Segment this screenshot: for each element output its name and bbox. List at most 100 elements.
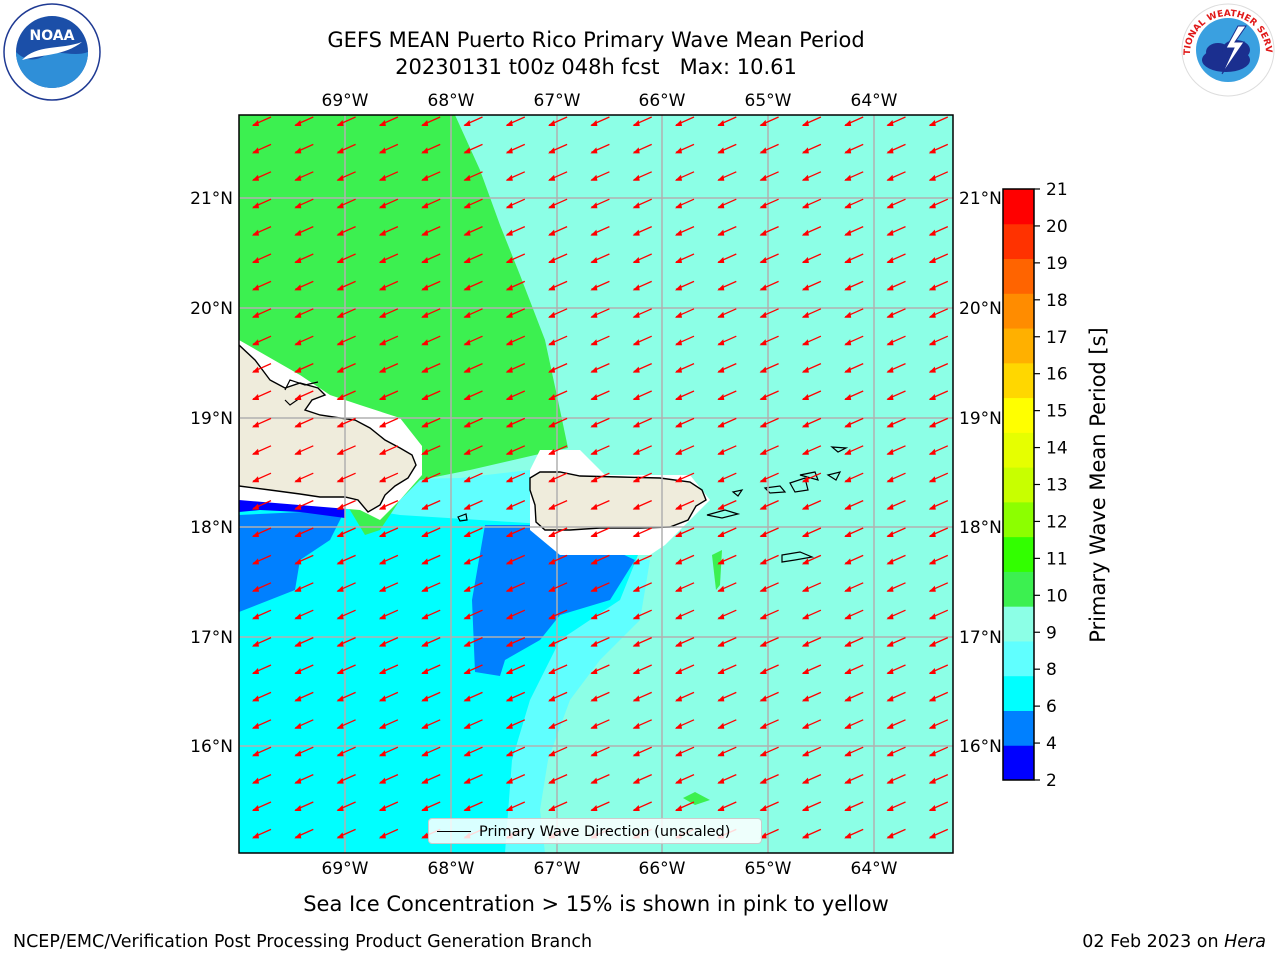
wave-arrow-head <box>759 202 767 209</box>
wave-arrow-head <box>759 695 767 702</box>
wave-arrow-head <box>294 339 302 346</box>
wave-arrow-head <box>844 668 852 674</box>
wave-arrow-head <box>252 394 259 400</box>
wave-arrow-head <box>632 284 640 291</box>
wave-arrow-head <box>886 394 894 400</box>
wave-arrow-head <box>421 284 429 291</box>
lat-label: 16°N <box>959 737 1002 757</box>
wave-arrow-head <box>548 531 556 537</box>
wave-arrow-head <box>463 311 471 318</box>
wave-arrow-head <box>844 695 852 702</box>
wave-arrow-head <box>548 448 556 455</box>
wave-arrow-head <box>590 202 598 209</box>
wave-arrow-head <box>844 339 852 346</box>
wave-arrow-head <box>463 202 471 209</box>
wave-arrow-head <box>886 229 894 236</box>
lon-label: 66°W <box>639 859 686 879</box>
wave-arrow-head <box>252 120 259 126</box>
wave-arrow-head <box>252 257 259 263</box>
wave-arrow-head <box>378 120 386 126</box>
wave-arrow-head <box>505 558 513 565</box>
wave-arrow-head <box>421 805 429 811</box>
wave-arrow-head <box>590 558 598 565</box>
wave-arrow-head <box>378 668 386 674</box>
wave-arrow-head <box>886 284 894 291</box>
wave-arrow-head <box>886 339 894 346</box>
wave-arrow-head <box>463 174 471 181</box>
wave-arrow-head <box>886 531 894 537</box>
wave-arrow-head <box>590 120 598 126</box>
map-grid <box>239 115 953 853</box>
lon-labels-top: 69°W 68°W 67°W 66°W 65°W 64°W <box>322 91 898 111</box>
wave-arrow-head <box>378 311 386 318</box>
wave-arrow-head <box>463 805 471 811</box>
wave-arrow-head <box>590 311 598 318</box>
wave-arrow-head <box>252 722 259 729</box>
lat-label: 16°N <box>190 737 233 757</box>
wave-arrow-head <box>717 805 725 811</box>
wave-arrow-head <box>801 284 809 291</box>
wave-arrow-head <box>886 311 894 318</box>
wave-arrow-head <box>675 421 682 428</box>
colorbar-segment <box>1003 675 1034 711</box>
colorbar-segment <box>1003 328 1034 364</box>
wave-arrow-head <box>675 147 682 154</box>
wave-arrow-head <box>252 174 259 181</box>
colorbar-tick-label: 6 <box>1046 697 1057 717</box>
wave-arrow-head <box>717 339 725 346</box>
wave-arrow-head <box>463 668 471 674</box>
wave-arrow-head <box>886 448 894 455</box>
wave-arrow-head <box>505 613 513 620</box>
wave-arrow-head <box>336 531 344 537</box>
wave-arrow-head <box>548 750 556 757</box>
wave-arrow-head <box>252 558 259 565</box>
wave-arrow-head <box>717 640 725 647</box>
wave-arrow-head <box>886 421 894 428</box>
wave-arrow-head <box>294 750 302 757</box>
wave-arrow-head <box>632 394 640 400</box>
wave-arrow-head <box>590 421 598 428</box>
wave-arrow-head <box>928 421 936 428</box>
wave-arrow-head <box>759 585 767 592</box>
wave-arrow-head <box>548 339 556 346</box>
wave-arrow-head <box>717 257 725 263</box>
wave-arrow-head <box>336 503 344 510</box>
lat-label: 19°N <box>190 409 233 429</box>
wave-arrow-head <box>928 202 936 209</box>
wave-arrow-head <box>886 722 894 729</box>
mona-island <box>457 513 468 522</box>
wave-arrow-head <box>886 750 894 757</box>
wave-arrow-head <box>717 284 725 291</box>
wave-arrow-head <box>928 147 936 154</box>
wave-arrow-head <box>252 832 259 839</box>
wave-arrow-head <box>801 832 809 839</box>
wave-arrow-head <box>336 120 344 126</box>
wave-arrow-head <box>717 366 725 373</box>
virgin-islands <box>763 446 849 494</box>
lat-label: 19°N <box>959 409 1002 429</box>
colorbar-tick-label: 10 <box>1046 586 1068 606</box>
wave-arrow-head <box>590 777 598 784</box>
wave-arrow-head <box>759 229 767 236</box>
wave-arrow-head <box>759 311 767 318</box>
wave-arrow-head <box>928 585 936 592</box>
wave-arrow-head <box>421 613 429 620</box>
wave-arrow-head <box>632 585 640 592</box>
wave-arrow-head <box>801 448 809 455</box>
wave-arrow-head <box>294 777 302 784</box>
wave-arrow-head <box>505 722 513 729</box>
wave-arrow-head <box>928 832 936 839</box>
wave-arrow-head <box>759 147 767 154</box>
wave-arrow-head <box>294 722 302 729</box>
wave-arrow-head <box>548 311 556 318</box>
colorbar-tick-label: 8 <box>1046 660 1057 680</box>
wave-arrow-head <box>252 695 259 702</box>
wave-arrow-head <box>928 613 936 620</box>
wave-arrow-head <box>675 722 682 729</box>
wave-arrow-head <box>759 613 767 620</box>
wave-arrow-head <box>928 174 936 181</box>
colorbar-tick-label: 20 <box>1046 217 1068 237</box>
wave-arrow-head <box>463 640 471 647</box>
wave-arrow-head <box>632 613 640 620</box>
wave-arrow-head <box>421 668 429 674</box>
